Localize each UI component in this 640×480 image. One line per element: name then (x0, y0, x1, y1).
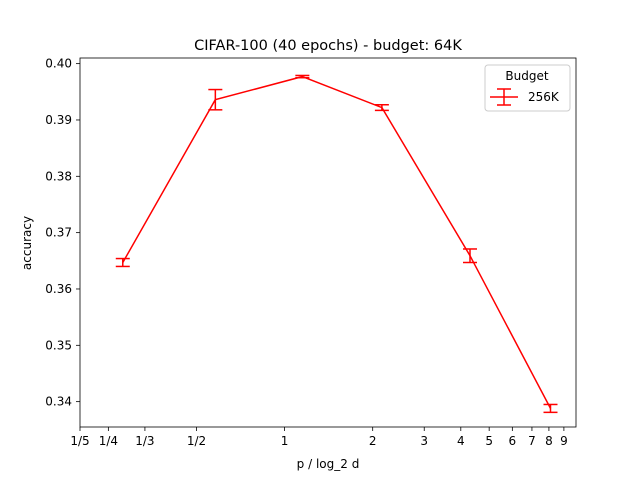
x-tick-label: 8 (545, 434, 553, 448)
x-tick-label: 7 (528, 434, 536, 448)
x-tick-label: 4 (457, 434, 465, 448)
y-tick-label: 0.38 (45, 169, 72, 183)
y-axis-label: accuracy (20, 216, 34, 270)
axes-frame (79, 57, 577, 428)
series-line (122, 75, 552, 409)
legend-label: 256K (528, 90, 560, 104)
x-axis-label: p / log_2 d (297, 457, 360, 471)
legend-title: Budget (505, 69, 548, 83)
x-tick-label: 2 (369, 434, 377, 448)
plot-area: 1/5 1/4 1/3 1/2 1 2 3 4 5 6 7 8 9 0.34 0.35 0.36 0.37 0.3… (45, 57, 577, 448)
y-tick-label: 0.37 (45, 226, 72, 240)
x-tick-label: 9 (560, 434, 568, 448)
y-tick-label: 0.34 (45, 395, 72, 409)
x-tick-label: 3 (420, 434, 428, 448)
legend-box (484, 64, 571, 112)
x-tick-label: 1/2 (187, 434, 206, 448)
y-tick-label: 0.35 (45, 338, 72, 352)
x-tick-label: 1/4 (99, 434, 118, 448)
y-tick-label: 0.36 (45, 282, 72, 296)
y-tick-label: 0.39 (45, 113, 72, 127)
x-tick-label: 1/5 (70, 434, 89, 448)
chart-title: CIFAR-100 (40 epochs) - budget: 64K (194, 38, 462, 54)
legend: Budget 256K (484, 64, 571, 112)
x-tick-label: 1 (281, 434, 289, 448)
y-tick-label: 0.40 (45, 57, 72, 71)
x-tick-label: 5 (485, 434, 493, 448)
x-tick-label: 1/3 (135, 434, 154, 448)
x-tick-label: 6 (509, 434, 517, 448)
